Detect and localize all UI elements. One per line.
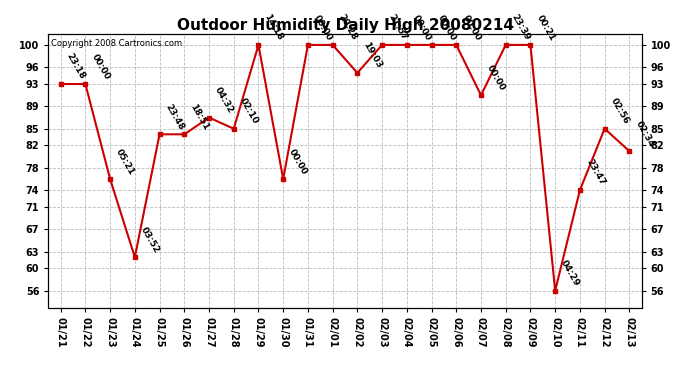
Text: 03:52: 03:52 xyxy=(139,225,161,255)
Text: 20:28: 20:28 xyxy=(337,13,359,42)
Text: 14:18: 14:18 xyxy=(263,13,285,42)
Text: 02:10: 02:10 xyxy=(238,97,260,126)
Text: 19:03: 19:03 xyxy=(362,41,384,70)
Text: 21:57: 21:57 xyxy=(386,13,408,42)
Text: 04:32: 04:32 xyxy=(213,86,235,115)
Text: 00:00: 00:00 xyxy=(411,13,433,42)
Text: 23:39: 23:39 xyxy=(510,13,532,42)
Text: 18:51: 18:51 xyxy=(188,102,210,132)
Text: 00:00: 00:00 xyxy=(312,13,334,42)
Text: 02:56: 02:56 xyxy=(609,97,631,126)
Text: 00:00: 00:00 xyxy=(90,53,111,81)
Text: 00:00: 00:00 xyxy=(460,13,482,42)
Text: 23:18: 23:18 xyxy=(65,52,87,81)
Text: 23:47: 23:47 xyxy=(584,158,607,188)
Text: Copyright 2008 Cartronics.com: Copyright 2008 Cartronics.com xyxy=(51,39,182,48)
Text: 00:00: 00:00 xyxy=(435,13,457,42)
Text: 05:21: 05:21 xyxy=(115,147,137,176)
Text: 00:00: 00:00 xyxy=(287,147,309,176)
Title: Outdoor Humidity Daily High 20080214: Outdoor Humidity Daily High 20080214 xyxy=(177,18,513,33)
Text: 04:29: 04:29 xyxy=(560,259,582,288)
Text: 00:21: 00:21 xyxy=(535,13,557,42)
Text: 02:34: 02:34 xyxy=(633,119,656,148)
Text: 00:00: 00:00 xyxy=(485,64,507,92)
Text: 23:48: 23:48 xyxy=(164,102,186,132)
